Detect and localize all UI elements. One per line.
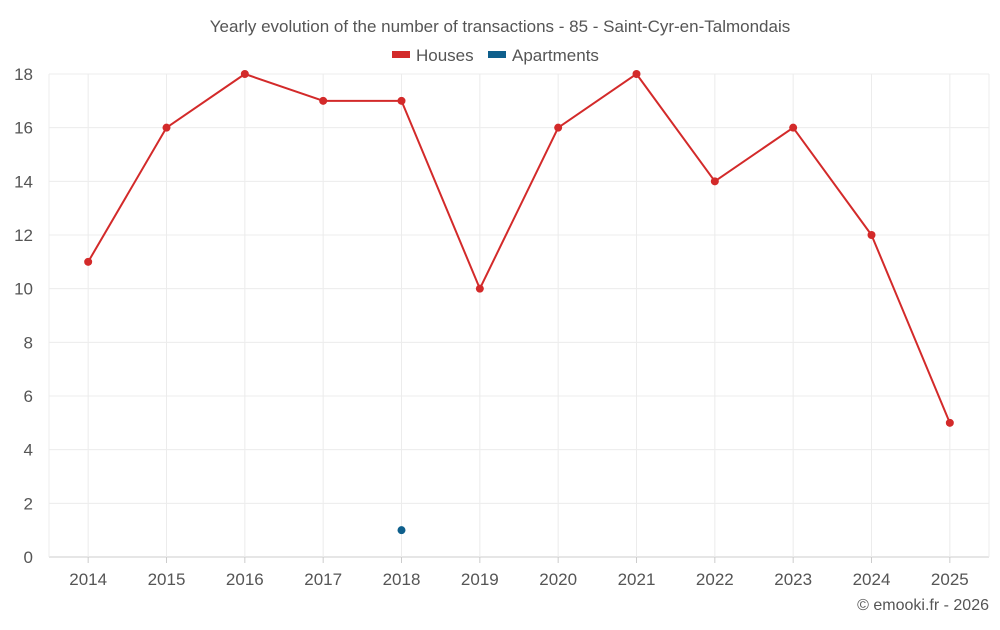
data-point-houses[interactable] (240, 70, 249, 78)
series-layer (84, 70, 954, 535)
x-tick-label: 2019 (461, 570, 499, 589)
x-tick-label: 2024 (853, 570, 891, 589)
x-tick-label: 2017 (304, 570, 342, 589)
x-tick-label: 2023 (774, 570, 812, 589)
y-tick-label: 8 (24, 333, 33, 352)
data-point-houses[interactable] (475, 284, 484, 293)
y-tick-label: 10 (14, 280, 33, 299)
data-point-houses[interactable] (162, 123, 171, 132)
x-tick-label: 2022 (696, 570, 734, 589)
series-apartments (397, 526, 406, 535)
data-point-houses[interactable] (789, 123, 798, 132)
legend-item-houses[interactable]: Houses (392, 46, 474, 65)
x-tick-label: 2025 (931, 570, 969, 589)
y-tick-label: 18 (14, 65, 33, 84)
x-tick-label: 2020 (539, 570, 577, 589)
chart-title: Yearly evolution of the number of transa… (210, 17, 791, 36)
x-tick-label: 2018 (383, 570, 421, 589)
data-point-apartments[interactable] (397, 526, 406, 535)
credit-text: © emooki.fr - 2026 (857, 597, 989, 614)
data-point-houses[interactable] (710, 177, 719, 186)
data-point-houses[interactable] (84, 257, 93, 266)
y-tick-label: 12 (14, 226, 33, 245)
y-tick-label: 2 (24, 494, 33, 513)
x-tick-label: 2016 (226, 570, 264, 589)
x-tick-label: 2014 (69, 570, 107, 589)
y-axis: 0 2 4 6 8 10 12 14 16 18 (14, 65, 33, 567)
y-tick-label: 16 (14, 119, 33, 138)
data-point-houses[interactable] (397, 96, 406, 105)
x-tick-label: 2021 (618, 570, 656, 589)
y-tick-label: 4 (24, 441, 33, 460)
y-tick-label: 0 (24, 548, 33, 567)
data-point-houses[interactable] (632, 70, 641, 78)
series-houses (84, 70, 954, 427)
y-tick-label: 6 (24, 387, 33, 406)
x-tick-label: 2015 (148, 570, 186, 589)
grid (48, 73, 990, 558)
data-point-houses[interactable] (319, 96, 328, 105)
legend-label-apartments: Apartments (512, 46, 599, 65)
legend-swatch-houses (392, 51, 410, 58)
data-point-houses[interactable] (554, 123, 563, 132)
legend-item-apartments[interactable]: Apartments (488, 46, 599, 65)
data-point-houses[interactable] (867, 231, 876, 239)
x-axis: 2014 2015 2016 2017 2018 2019 2020 2021 2022 2023… (69, 557, 969, 589)
legend-label-houses: Houses (416, 46, 474, 65)
y-tick-label: 14 (14, 172, 33, 191)
legend-swatch-apartments (488, 51, 506, 58)
data-point-houses[interactable] (945, 418, 954, 427)
series-line-houses (87, 73, 951, 424)
legend: Houses Apartments (392, 46, 599, 65)
